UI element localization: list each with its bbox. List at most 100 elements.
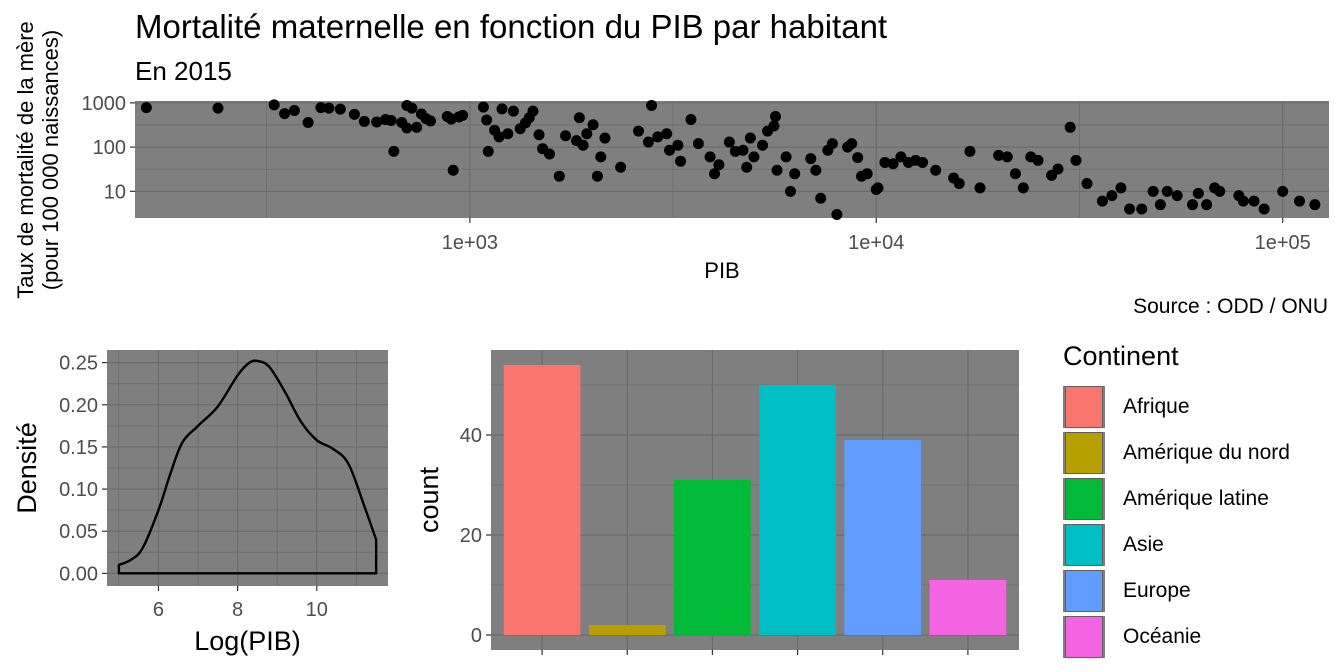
legend-key <box>1063 524 1105 566</box>
scatter-point <box>1248 195 1260 207</box>
scatter-point <box>1237 195 1249 207</box>
scatter-point <box>769 111 781 123</box>
scatter-point <box>664 144 676 156</box>
bar-y-tick-label: 40 <box>460 425 482 447</box>
scatter-point <box>974 182 986 194</box>
scatter-point <box>741 161 753 173</box>
chart-subtitle: En 2015 <box>135 56 232 86</box>
bar-y-tick-label: 0 <box>471 625 482 647</box>
scatter-point <box>477 101 489 113</box>
density-plot: 6 8 10 0.00 0.05 0.10 0.15 0.20 0.25 Log(PIB) Dens… <box>12 350 388 656</box>
scatter-point <box>1171 190 1183 202</box>
scatter-point <box>692 138 704 150</box>
bar-y-tick-label: 20 <box>460 525 482 547</box>
legend-item: Asie <box>1063 522 1338 568</box>
scatter-point <box>1115 182 1127 194</box>
scatter-point <box>1277 185 1289 197</box>
scatter-point <box>595 151 607 163</box>
chart-title: Mortalité maternelle en fonction du PIB … <box>135 8 888 45</box>
scatter-point <box>401 122 413 134</box>
legend-label: Asie <box>1123 533 1164 556</box>
scatter-x-tick-label: 1e+03 <box>442 232 498 254</box>
scatter-point <box>784 185 796 197</box>
scatter-point <box>1096 195 1108 207</box>
scatter-point <box>930 164 942 176</box>
scatter-point <box>1081 178 1093 190</box>
scatter-point <box>560 130 572 142</box>
scatter-point <box>993 149 1005 161</box>
scatter-point <box>789 168 801 180</box>
scatter-point <box>757 139 769 151</box>
legend-swatch <box>1065 570 1103 612</box>
scatter-y-axis-title-line: (pour 100 000 naissances) <box>38 30 63 291</box>
scatter-point <box>424 115 436 127</box>
density-x-tick-label: 8 <box>232 599 243 621</box>
legend: Continent Afrique Amérique du nord Amériqu… <box>1063 340 1338 660</box>
legend-swatch <box>1065 386 1103 428</box>
scatter-point <box>482 145 494 157</box>
scatter-point <box>861 168 873 180</box>
scatter-point <box>852 152 864 164</box>
bar-4 <box>844 440 922 635</box>
scatter-point <box>1001 151 1013 163</box>
scatter-y-tick-label: 10 <box>104 181 126 203</box>
legend-label: Amérique latine <box>1123 487 1269 510</box>
density-y-tick-label: 0.20 <box>59 395 98 417</box>
scatter-point <box>615 161 627 173</box>
legend-swatch <box>1065 432 1103 474</box>
scatter-point <box>917 156 929 168</box>
scatter-point <box>642 136 654 148</box>
scatter-point <box>268 99 280 111</box>
scatter-point <box>964 145 976 157</box>
scatter-point <box>737 144 749 156</box>
scatter-y-axis-title: Taux de mortalité de la mère(pour 100 00… <box>13 21 63 299</box>
scatter-point <box>302 116 314 128</box>
scatter-point <box>507 105 519 117</box>
scatter-point <box>713 159 725 171</box>
scatter-point <box>1124 203 1136 215</box>
scatter-point <box>481 114 493 126</box>
scatter-point <box>1214 185 1226 197</box>
scatter-point <box>1064 121 1076 133</box>
scatter-point <box>279 108 291 120</box>
legend-item: Europe <box>1063 568 1338 614</box>
scatter-point <box>1192 187 1204 199</box>
scatter-point <box>388 145 400 157</box>
scatter-x-axis-title: PIB <box>704 258 739 283</box>
scatter-plot: 1e+03 1e+04 1e+05 10 100 1000 PIB Taux de morta… <box>13 21 1329 299</box>
legend-key <box>1063 432 1105 474</box>
scatter-point <box>323 102 335 114</box>
scatter-point <box>1187 199 1199 211</box>
density-curve <box>117 359 378 575</box>
scatter-point <box>1032 154 1044 166</box>
scatter-point <box>493 131 505 143</box>
legend-swatch <box>1065 524 1103 566</box>
density-x-tick-label: 10 <box>306 599 328 621</box>
scatter-point <box>587 119 599 131</box>
legend-swatch <box>1065 478 1103 520</box>
scatter-point <box>140 102 152 114</box>
bar-3 <box>759 385 836 635</box>
scatter-point <box>1009 168 1021 180</box>
scatter-point <box>1147 185 1159 197</box>
scatter-point <box>1154 199 1166 211</box>
scatter-point <box>447 164 459 176</box>
scatter-point <box>768 120 780 132</box>
scatter-point <box>1258 203 1270 215</box>
scatter-point <box>334 103 346 115</box>
scatter-point <box>805 153 817 165</box>
bar-y-axis-title: count <box>414 466 444 533</box>
scatter-point <box>371 116 383 128</box>
density-y-tick-label: 0.15 <box>59 437 98 459</box>
scatter-point <box>573 112 585 124</box>
scatter-point <box>1017 182 1029 194</box>
legend-key <box>1063 570 1105 612</box>
scatter-point <box>661 128 673 140</box>
bar-0 <box>503 365 581 635</box>
scatter-point <box>1070 154 1082 166</box>
scatter-point <box>895 151 907 163</box>
scatter-point <box>406 102 418 114</box>
scatter-point <box>826 138 838 150</box>
scatter-point <box>1052 163 1064 175</box>
legend-key <box>1063 478 1105 520</box>
